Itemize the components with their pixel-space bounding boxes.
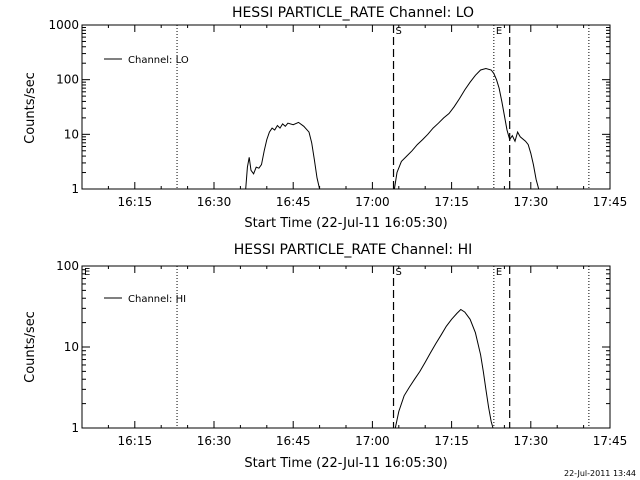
event-marker-e: E xyxy=(496,267,502,278)
chart-title: HESSI PARTICLE_RATE Channel: HI xyxy=(234,242,472,258)
series-line xyxy=(394,69,538,190)
chart-title: HESSI PARTICLE_RATE Channel: LO xyxy=(232,5,474,21)
x-tick-label: 16:30 xyxy=(197,434,232,448)
event-marker-e: E xyxy=(496,26,502,37)
y-tick-label: 1 xyxy=(71,421,79,435)
x-tick-label: 17:30 xyxy=(514,434,549,448)
y-tick-label: 1 xyxy=(71,182,79,196)
x-tick-label: 17:15 xyxy=(434,434,469,448)
x-axis-label: Start Time (22-Jul-11 16:05:30) xyxy=(244,456,447,471)
x-tick-label: 16:30 xyxy=(197,195,232,209)
event-marker-s: S xyxy=(396,267,402,278)
y-tick-label: 10 xyxy=(64,127,79,141)
y-axis-label: Counts/sec xyxy=(23,311,38,383)
y-tick-label: 10 xyxy=(64,340,79,354)
plot-frame xyxy=(82,25,610,189)
x-tick-label: 17:45 xyxy=(593,195,628,209)
series-line xyxy=(395,310,493,429)
panel-lo: HESSI PARTICLE_RATE Channel: LO Counts/s… xyxy=(23,5,627,231)
x-tick-label: 17:00 xyxy=(355,434,390,448)
x-axis-label: Start Time (22-Jul-11 16:05:30) xyxy=(244,216,447,231)
panel-hi: HESSI PARTICLE_RATE Channel: HI Counts/s… xyxy=(23,242,627,471)
plot-frame xyxy=(82,266,610,428)
event-marker-s: S xyxy=(396,26,402,37)
y-tick-label: 100 xyxy=(56,259,79,273)
y-tick-label: 100 xyxy=(56,73,79,87)
x-tick-label: 17:00 xyxy=(355,195,390,209)
y-axis-label: Counts/sec xyxy=(23,72,38,144)
x-tick-label: 17:30 xyxy=(514,195,549,209)
x-tick-label: 16:15 xyxy=(118,434,153,448)
event-marker-e: E xyxy=(84,267,90,278)
legend-label: Channel: LO xyxy=(128,55,189,66)
x-tick-label: 16:45 xyxy=(276,434,311,448)
footer-timestamp: 22-Jul-2011 13:44 xyxy=(564,469,636,478)
x-tick-label: 17:45 xyxy=(593,434,628,448)
y-tick-label: 1000 xyxy=(48,18,79,32)
x-tick-label: 16:45 xyxy=(276,195,311,209)
x-tick-label: 17:15 xyxy=(434,195,469,209)
series-line xyxy=(246,122,320,189)
x-tick-label: 16:15 xyxy=(118,195,153,209)
